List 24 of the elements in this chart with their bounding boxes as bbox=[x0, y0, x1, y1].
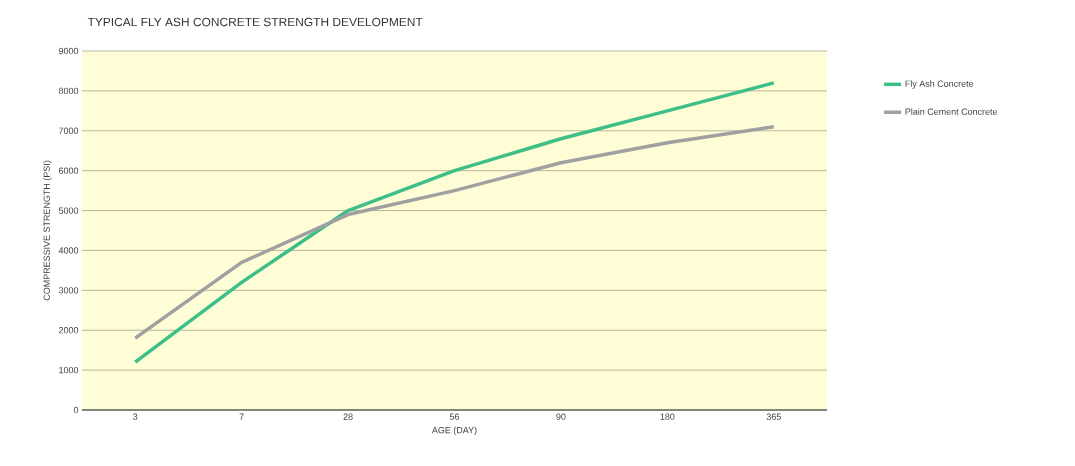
y-tick-label: 0 bbox=[73, 406, 79, 414]
y-tick-label: 1000 bbox=[59, 366, 79, 374]
y-axis-title: COMPRESSIVE STRENGTH (PSI) bbox=[43, 160, 52, 301]
line-series bbox=[133, 81, 776, 364]
legend-label: Plain Cement Concrete bbox=[905, 108, 998, 115]
line-series bbox=[133, 125, 776, 340]
y-tick-label: 5000 bbox=[58, 207, 79, 214]
legend-label: Fly Ash Concrete bbox=[905, 80, 974, 89]
x-axis-title: AGE (DAY) bbox=[431, 426, 477, 436]
y-tick-label: 8000 bbox=[58, 87, 79, 95]
y-tick-label: 2000 bbox=[58, 327, 79, 334]
x-tick-label: 28 bbox=[343, 413, 353, 420]
x-tick-label: 7 bbox=[239, 413, 244, 420]
x-tick-label: 90 bbox=[556, 413, 566, 420]
x-tick-label: 56 bbox=[449, 413, 460, 420]
x-tick-label: 3 bbox=[133, 413, 138, 420]
y-tick-label: 4000 bbox=[58, 247, 79, 254]
y-tick-label: 9000 bbox=[58, 47, 79, 55]
y-tick-label: 3000 bbox=[58, 287, 79, 294]
y-tick-label: 7000 bbox=[58, 127, 79, 134]
x-tick-label: 365 bbox=[766, 413, 781, 420]
chart-title: TYPICAL FLY ASH CONCRETE STRENGTH DEVELOPMENT bbox=[87, 17, 423, 27]
y-tick-label: 6000 bbox=[58, 167, 79, 174]
x-tick-label: 180 bbox=[660, 413, 675, 420]
